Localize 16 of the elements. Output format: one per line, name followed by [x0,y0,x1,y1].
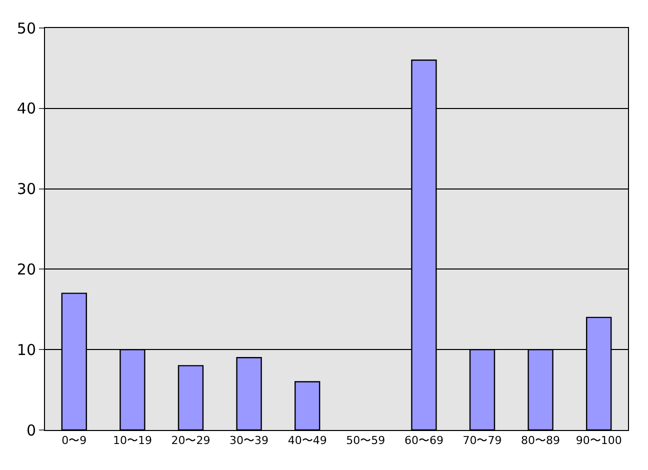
y-tick-label: 40 [16,100,36,118]
y-tick-label: 30 [16,180,36,198]
y-tick-label: 10 [16,340,36,359]
x-tick-label: 60〜69 [404,434,444,448]
x-tick-label: 90〜100 [576,434,622,448]
x-tick-label: 40〜49 [288,434,327,448]
y-tick-label: 20 [16,260,36,278]
y-tick-label: 50 [16,19,36,38]
x-tick-label: 50〜59 [346,434,386,448]
y-tick-label: 0 [26,421,36,440]
x-tick-label: 80〜89 [521,434,560,448]
x-tick-label: 10〜19 [112,434,152,448]
x-tick-label: 20〜29 [171,434,210,448]
x-tick-label: 70〜79 [462,434,502,448]
x-tick-label: 30〜39 [230,434,269,448]
x-tick-label: 0〜9 [62,434,87,448]
